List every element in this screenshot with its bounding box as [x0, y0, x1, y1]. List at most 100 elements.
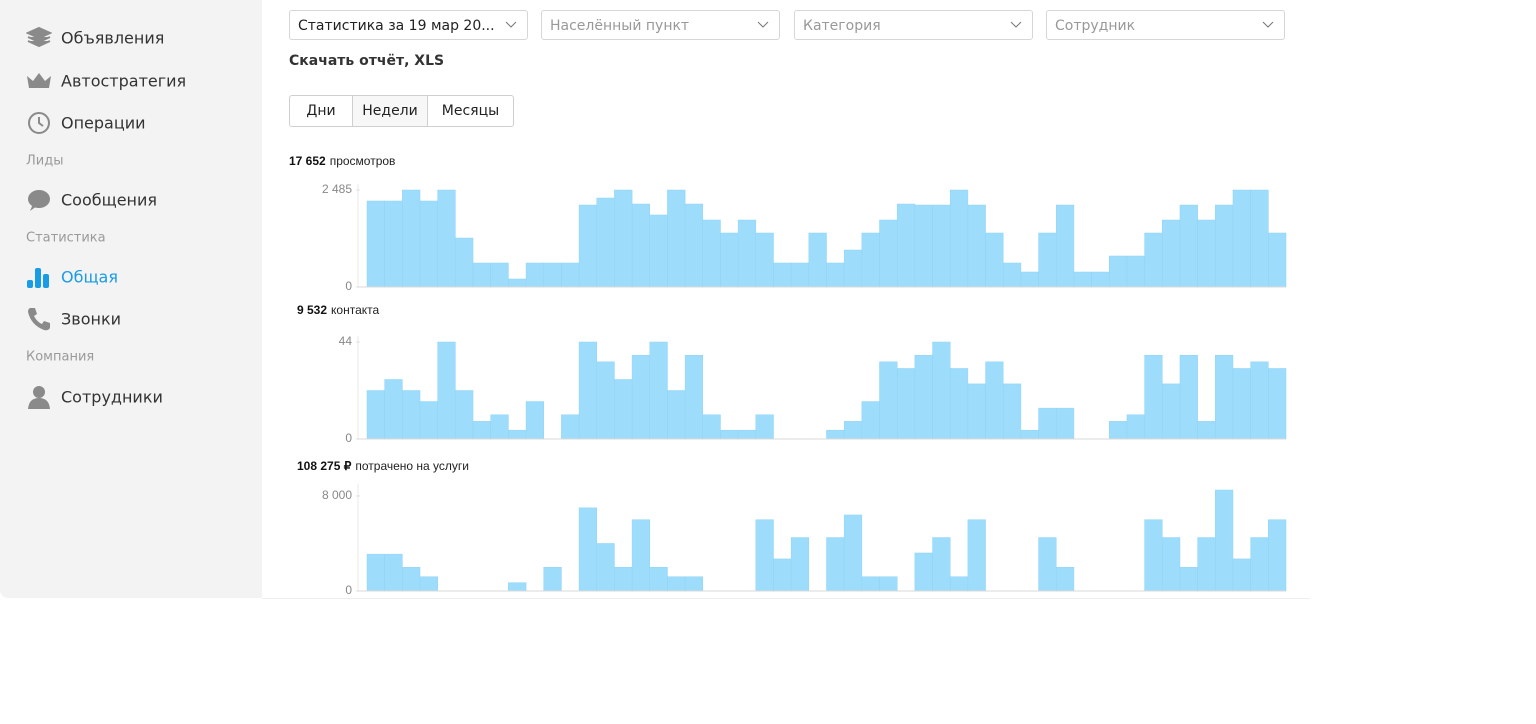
bar [455, 390, 474, 440]
chart-label: контакта [331, 303, 379, 317]
bar [596, 197, 615, 288]
bar [967, 519, 986, 592]
bar [773, 558, 792, 592]
filter-select[interactable]: Категория [794, 10, 1033, 40]
bar [985, 361, 1004, 440]
icon-ads [26, 26, 52, 48]
filter-select[interactable]: Сотрудник [1046, 10, 1285, 40]
bar [949, 189, 969, 288]
bar [737, 219, 757, 288]
tab[interactable]: Дни [289, 95, 353, 127]
nav-item[interactable]: Сообщения [61, 190, 158, 210]
bar [1038, 232, 1057, 288]
filter-text: Категория [803, 18, 881, 34]
bar [1056, 566, 1075, 592]
bar [826, 262, 845, 288]
bar [525, 401, 544, 440]
chart-header: 17 652 просмотров [289, 154, 395, 168]
nav-item[interactable]: Автостратегия [61, 71, 187, 91]
nav-item[interactable]: Сотрудники [61, 387, 163, 407]
chevron [505, 21, 517, 28]
bar [1197, 219, 1216, 288]
bar [366, 200, 385, 288]
chart-label: потрачено на услуги [355, 459, 469, 473]
bar [472, 421, 491, 440]
bar [596, 543, 615, 592]
bar [419, 401, 438, 440]
bar [402, 566, 421, 592]
y-tick-label: 8 000 [322, 488, 352, 502]
tab[interactable]: Месяцы [427, 95, 514, 127]
bar [578, 507, 597, 592]
nav-item[interactable]: Объявления [61, 28, 165, 48]
bar [1197, 537, 1216, 592]
bar [843, 514, 863, 592]
bar [667, 189, 686, 288]
bar [932, 537, 951, 592]
bar [508, 582, 527, 592]
bar [1002, 262, 1022, 288]
y-tick-label: 0 [345, 583, 352, 597]
bar [1002, 383, 1022, 440]
nav-section: Лиды [26, 153, 64, 169]
bar [614, 379, 633, 440]
bar [967, 383, 986, 440]
bar [684, 354, 704, 440]
download-link[interactable]: Скачать отчёт, XLS [289, 53, 445, 69]
icon-phone [28, 308, 50, 331]
bar [1144, 232, 1163, 288]
bar [649, 566, 668, 592]
chart-total: 9 532 [297, 303, 327, 317]
bar [490, 262, 509, 288]
bar [755, 519, 774, 592]
tab-active[interactable]: Недели [352, 95, 428, 127]
bar [1073, 271, 1092, 288]
bar [614, 189, 633, 288]
bar [1056, 407, 1075, 440]
filter-select[interactable]: Населённый пункт [541, 10, 780, 40]
bar [755, 414, 774, 440]
bar [1038, 537, 1057, 592]
icon-history [28, 112, 50, 134]
bar [1162, 383, 1181, 440]
bar [419, 200, 438, 288]
bar [861, 232, 880, 288]
bar [1020, 429, 1039, 440]
bar [1232, 368, 1251, 440]
bar [826, 429, 845, 440]
bar [525, 262, 544, 288]
bar [1126, 255, 1145, 288]
bar [1109, 421, 1128, 440]
filter-text: Статистика за 19 мар 20... [298, 18, 495, 34]
nav-item[interactable]: Операции [61, 113, 146, 133]
nav-item-active[interactable]: Общая [61, 267, 118, 287]
bar [1162, 537, 1181, 592]
bar [384, 200, 403, 288]
bar [1179, 204, 1198, 288]
bar [737, 429, 757, 440]
bar [843, 249, 863, 288]
bar [879, 219, 898, 288]
bar [543, 566, 562, 592]
bar [402, 390, 421, 440]
bar [1126, 414, 1145, 440]
bar [896, 368, 916, 440]
bar [684, 576, 704, 592]
bar [1250, 189, 1269, 288]
bar [578, 341, 597, 440]
bar [1215, 204, 1234, 288]
bar [826, 537, 845, 592]
bar [1250, 361, 1269, 440]
filter-text: Населённый пункт [550, 18, 690, 34]
filter-select[interactable]: Статистика за 19 мар 20... [289, 10, 528, 40]
bar [949, 368, 969, 440]
nav-item[interactable]: Звонки [61, 309, 121, 329]
bar [631, 203, 651, 288]
bar [472, 262, 491, 288]
bar [402, 189, 421, 288]
bar [932, 204, 951, 288]
chart-total: 108 275 ₽ [297, 459, 352, 473]
y-tick-label: 0 [345, 279, 352, 293]
bar [684, 203, 704, 288]
